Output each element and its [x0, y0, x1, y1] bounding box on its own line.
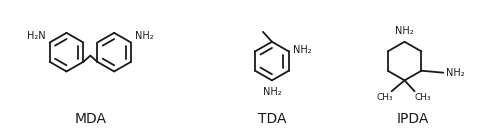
Text: NH₂: NH₂	[293, 45, 312, 55]
Text: NH₂: NH₂	[135, 31, 154, 40]
Text: TDA: TDA	[258, 112, 286, 126]
Text: H₂N: H₂N	[27, 31, 46, 40]
Text: NH₂: NH₂	[396, 26, 414, 36]
Text: NH₂: NH₂	[262, 87, 281, 97]
Text: MDA: MDA	[74, 112, 106, 126]
Text: CH₃: CH₃	[376, 93, 393, 102]
Text: NH₂: NH₂	[446, 68, 465, 78]
Text: IPDA: IPDA	[396, 112, 428, 126]
Text: CH₃: CH₃	[414, 93, 431, 102]
